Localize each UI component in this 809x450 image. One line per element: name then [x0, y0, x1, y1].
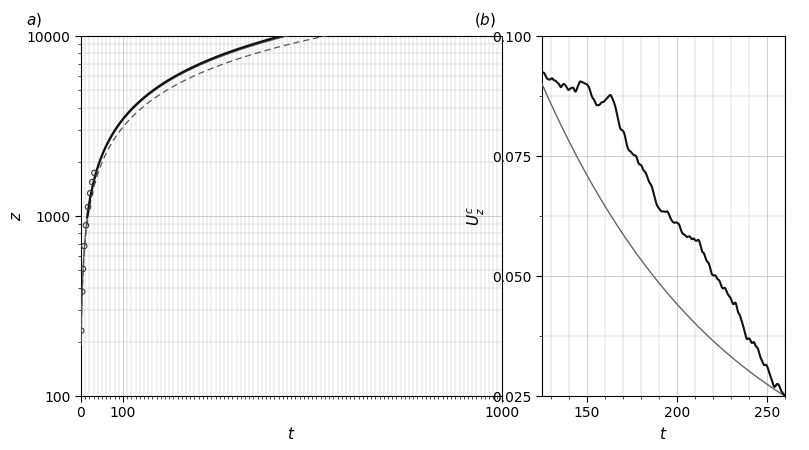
Point [76, 288, 89, 295]
X-axis label: $t$: $t$ [659, 426, 667, 442]
Point [75, 327, 88, 334]
Text: $(b)$: $(b)$ [474, 11, 496, 29]
Point [83, 189, 96, 197]
Point [77, 265, 90, 272]
X-axis label: $t$: $t$ [287, 426, 295, 442]
Point [79, 222, 92, 229]
Y-axis label: $z$: $z$ [9, 211, 23, 221]
Text: $a)$: $a)$ [26, 11, 42, 29]
Point [86, 179, 99, 186]
Point [88, 169, 101, 176]
Y-axis label: $U_z^c$: $U_z^c$ [465, 206, 486, 226]
Point [78, 243, 91, 250]
Point [82, 203, 95, 211]
